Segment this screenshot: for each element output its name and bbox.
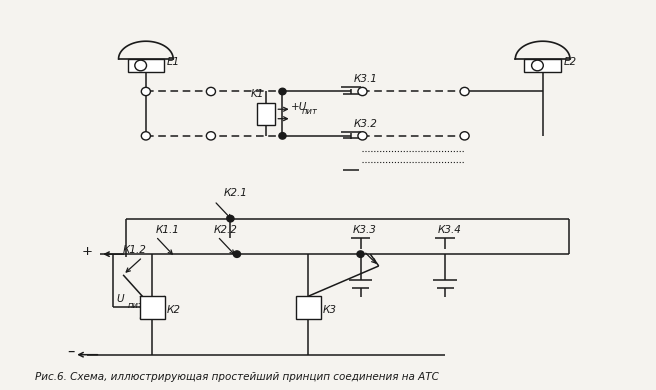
Circle shape: [207, 132, 215, 140]
Text: пит: пит: [128, 301, 144, 310]
Text: E1: E1: [167, 57, 180, 67]
Text: К3.2: К3.2: [354, 119, 378, 129]
Circle shape: [207, 87, 215, 96]
Circle shape: [135, 60, 146, 71]
Circle shape: [357, 251, 364, 257]
Text: E2: E2: [564, 57, 577, 67]
Text: К3.3: К3.3: [353, 225, 377, 235]
Text: К1.1: К1.1: [155, 225, 180, 235]
Bar: [296, 296, 321, 319]
Text: К2.1: К2.1: [224, 188, 248, 198]
Circle shape: [279, 133, 286, 139]
Bar: [524, 59, 561, 72]
Text: +: +: [82, 245, 93, 258]
Circle shape: [358, 87, 367, 96]
Circle shape: [460, 87, 469, 96]
Bar: [128, 59, 164, 72]
Text: К3: К3: [323, 305, 337, 316]
Text: К2: К2: [167, 305, 180, 316]
Circle shape: [141, 132, 150, 140]
Text: К2.2: К2.2: [214, 225, 238, 235]
Circle shape: [234, 251, 241, 257]
Circle shape: [531, 60, 543, 71]
Text: пит: пит: [302, 107, 318, 116]
Bar: [257, 103, 276, 125]
Circle shape: [279, 88, 286, 95]
Text: K1: K1: [251, 89, 264, 99]
Text: +U: +U: [291, 102, 307, 112]
Circle shape: [358, 132, 367, 140]
Text: –: –: [68, 344, 75, 359]
Circle shape: [227, 215, 234, 222]
Text: Рис.6. Схема, иллюстрирующая простейший принцип соединения на АТС: Рис.6. Схема, иллюстрирующая простейший …: [35, 372, 439, 381]
Text: К3.4: К3.4: [438, 225, 461, 235]
Bar: [140, 296, 165, 319]
Text: U: U: [117, 294, 124, 303]
Circle shape: [460, 132, 469, 140]
Text: К3.1: К3.1: [354, 74, 378, 84]
Text: К1.2: К1.2: [123, 245, 147, 255]
Circle shape: [141, 87, 150, 96]
